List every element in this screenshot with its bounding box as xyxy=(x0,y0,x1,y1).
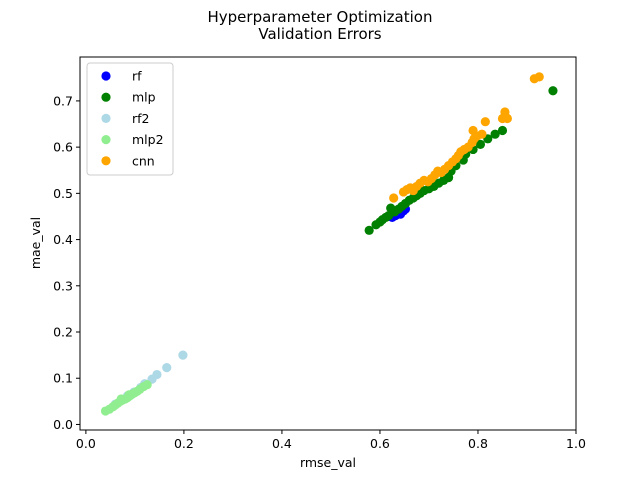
x-tick-label-4: 0.8 xyxy=(468,436,488,451)
x-tick-label-0: 0.0 xyxy=(76,436,96,451)
legend-label-cnn: cnn xyxy=(132,153,155,168)
data-point-cnn-29 xyxy=(502,113,512,124)
axes: 0.0 0.2 0.4 0.6 0.8 1.0 0.0 0.1 0.2 0.3 0.4 0.5 0.6 0… xyxy=(53,56,586,451)
legend-box xyxy=(86,62,174,176)
legend-label-rf: rf xyxy=(132,69,142,84)
y-tick-label-4: 0.4 xyxy=(53,232,73,247)
data-point-cnn-0 xyxy=(389,193,399,203)
data-point-cnn-25 xyxy=(477,129,487,139)
chart-title-line-2: Validation Errors xyxy=(258,25,381,43)
data-point-mlp-30 xyxy=(548,86,558,96)
y-tick-label-6: 0.6 xyxy=(53,140,73,155)
y-tick-label-0: 0.0 xyxy=(53,417,73,432)
legend-marker-mlp2 xyxy=(101,135,111,145)
legend-marker-mlp xyxy=(101,92,111,102)
y-axis-label: mae_val xyxy=(28,217,43,269)
legend-label-mlp: mlp xyxy=(132,90,156,105)
x-tick-label-2: 0.4 xyxy=(272,436,292,451)
data-point-mlp2-15 xyxy=(142,380,152,390)
data-point-cnn-24 xyxy=(468,125,478,136)
legend-marker-rf2 xyxy=(101,113,111,123)
y-tick-label-5: 0.5 xyxy=(53,186,73,201)
data-point-mlp2-16 xyxy=(116,394,126,404)
data-point-mlp-29 xyxy=(497,125,508,136)
data-point-mlp-28 xyxy=(490,129,500,139)
legend-marker-rf xyxy=(101,71,111,81)
data-point-mlp-26 xyxy=(475,139,486,149)
legend: rf mlp rf2 mlp2 cnn xyxy=(86,62,174,176)
y-tick-label-1: 0.1 xyxy=(53,371,73,386)
plot-area xyxy=(100,72,558,416)
data-point-rf2-0 xyxy=(178,350,188,360)
plot-frame xyxy=(79,56,577,431)
x-tick-label-3: 0.6 xyxy=(370,436,390,451)
data-point-cnn-26 xyxy=(480,117,490,127)
y-tick-label-3: 0.3 xyxy=(53,278,73,293)
legend-marker-cnn xyxy=(101,156,111,166)
chart-title-line-1: Hyperparameter Optimization xyxy=(208,8,433,26)
data-point-rf2-1 xyxy=(162,363,172,373)
x-tick-label-5: 1.0 xyxy=(566,436,586,451)
y-tick-label-2: 0.2 xyxy=(53,325,73,340)
data-point-cnn-31 xyxy=(534,72,544,82)
x-axis-label: rmse_val xyxy=(300,455,356,470)
legend-label-mlp2: mlp2 xyxy=(132,132,164,147)
legend-label-rf2: rf2 xyxy=(132,111,150,126)
data-point-mlp-0 xyxy=(364,225,374,235)
y-tick-label-7: 0.7 xyxy=(53,93,73,108)
data-point-mlp2-17 xyxy=(124,390,134,400)
x-tick-label-1: 0.2 xyxy=(174,436,194,451)
